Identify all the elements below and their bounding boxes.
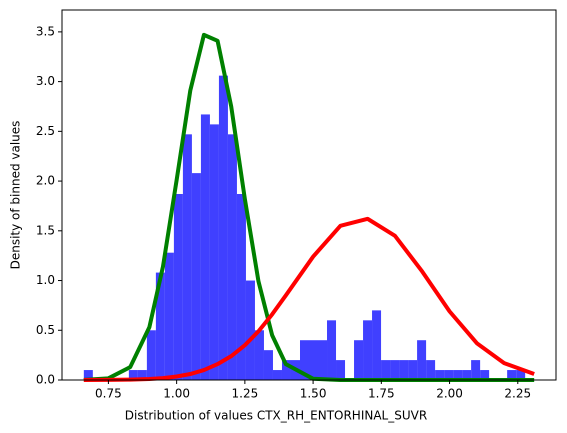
x-tick-label: 1.25 <box>232 387 259 401</box>
bar <box>327 320 337 380</box>
bar <box>272 370 282 380</box>
bar <box>236 194 246 380</box>
bar <box>218 75 228 380</box>
bar <box>453 370 463 380</box>
bar <box>245 280 255 380</box>
bar <box>209 124 219 381</box>
bar <box>83 370 93 380</box>
bar <box>444 370 454 380</box>
x-tick-label: 2.25 <box>504 387 531 401</box>
bar <box>390 360 400 380</box>
plot-frame <box>61 9 557 381</box>
x-tick-label: 0.75 <box>95 387 122 401</box>
bar <box>408 360 418 380</box>
bar <box>354 340 364 380</box>
y-tick-label: 0.5 <box>36 323 55 337</box>
bar <box>309 340 319 380</box>
y-tick-label: 1.0 <box>36 273 55 287</box>
bar <box>191 173 201 380</box>
bar <box>155 272 165 380</box>
x-tick-label: 1.75 <box>368 387 395 401</box>
bar <box>182 134 192 380</box>
bar <box>137 370 147 380</box>
y-axis-label: Density of binned values <box>9 121 23 270</box>
bar <box>336 360 346 380</box>
y-tick-label: 3.5 <box>36 24 55 38</box>
bar <box>146 330 156 380</box>
bar <box>263 350 273 380</box>
y-tick-label: 1.5 <box>36 223 55 237</box>
bar <box>363 320 373 380</box>
bar <box>164 252 174 380</box>
bar <box>426 360 436 380</box>
y-tick-label: 2.0 <box>36 174 55 188</box>
bar <box>299 340 309 380</box>
bar <box>372 310 382 380</box>
bar <box>173 194 183 380</box>
density-curve <box>83 216 535 382</box>
bar <box>471 360 481 380</box>
x-tick-label: 1.00 <box>163 387 190 401</box>
bar <box>381 360 391 380</box>
bar <box>281 360 291 380</box>
bar <box>516 370 526 380</box>
x-tick-label: 1.50 <box>300 387 327 401</box>
bar <box>435 370 445 380</box>
y-tick-label: 3.0 <box>36 74 55 88</box>
x-axis-label: Distribution of values CTX_RH_ENTORHINAL… <box>125 409 427 423</box>
bar <box>507 370 517 380</box>
bar <box>417 340 427 380</box>
bar <box>462 370 472 380</box>
bar <box>318 340 328 380</box>
bar <box>128 370 138 380</box>
y-tick-label: 0.0 <box>36 373 55 387</box>
bar <box>200 114 210 380</box>
y-tick-label: 2.5 <box>36 124 55 138</box>
bar <box>399 360 409 380</box>
bar <box>254 330 264 380</box>
x-tick-label: 2.00 <box>436 387 463 401</box>
bar <box>227 134 237 380</box>
bar <box>480 370 490 380</box>
